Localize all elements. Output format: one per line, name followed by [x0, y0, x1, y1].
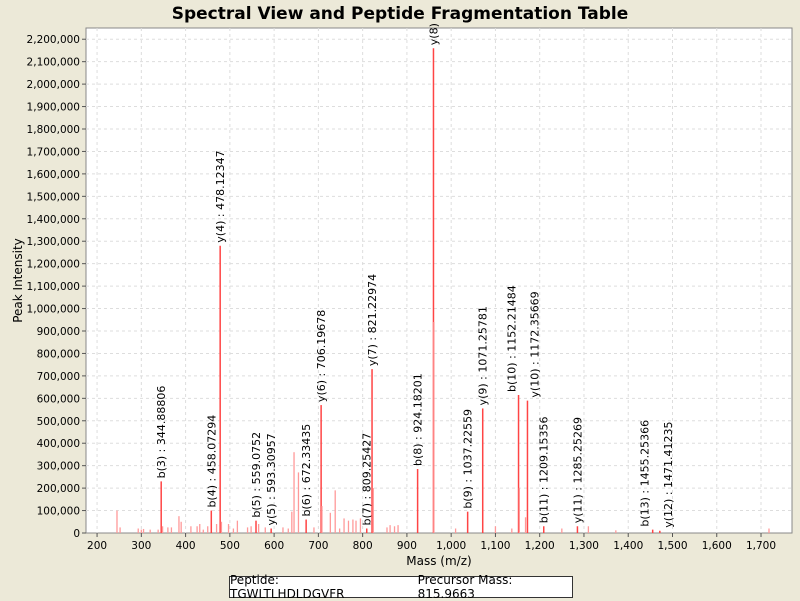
x-tick-label: 1,200	[525, 540, 555, 552]
y-tick-label: 800,000	[37, 348, 80, 360]
peak-label: b(4) : 458.07294	[205, 415, 218, 508]
x-tick-label: 1,500	[657, 540, 687, 552]
y-tick-label: 1,000,000	[27, 304, 80, 316]
y-tick-label: 1,300,000	[27, 236, 80, 248]
peak-label: b(13) : 1455.25366	[639, 420, 652, 527]
y-tick-label: 900,000	[37, 326, 80, 338]
x-tick-label: 900	[397, 540, 417, 552]
peak-label: b(3) : 344.88806	[155, 386, 168, 479]
y-tick-label: 600,000	[37, 393, 80, 405]
x-tick-label: 700	[308, 540, 328, 552]
x-tick-label: 200	[87, 540, 107, 552]
peak-label: b(9) : 1037.22559	[462, 409, 475, 509]
x-tick-label: 600	[264, 540, 284, 552]
y-tick-label: 700,000	[37, 371, 80, 383]
peak-label: b(10) : 1152.21484	[506, 285, 519, 392]
peak-label: b(5) : 559.0752	[250, 432, 263, 518]
y-tick-label: 0	[73, 528, 80, 540]
y-axis-label: Peak Intensity	[11, 238, 25, 323]
x-tick-label: 500	[220, 540, 240, 552]
x-tick-label: 800	[353, 540, 373, 552]
y-tick-label: 2,100,000	[27, 57, 80, 69]
peak-label: b(8) : 924.18201	[412, 373, 425, 466]
x-tick-label: 1,600	[702, 540, 732, 552]
y-tick-label: 2,000,000	[27, 79, 80, 91]
y-tick-label: 1,200,000	[27, 259, 80, 271]
y-tick-label: 1,900,000	[27, 102, 80, 114]
x-tick-label: 400	[176, 540, 196, 552]
y-tick-label: 100,000	[37, 506, 80, 518]
x-tick-label: 1,300	[569, 540, 599, 552]
x-tick-label: 1,400	[613, 540, 643, 552]
peak-label: y(12) : 1471.41235	[662, 421, 675, 527]
peak-label: b(7) : 809.25427	[361, 433, 374, 526]
peptide-label: Peptide: TGWLTLHDLDGVFR	[230, 573, 345, 601]
y-tick-label: 1,800,000	[27, 124, 80, 136]
peak-label: y(9) : 1071.25781	[477, 306, 490, 405]
peak-label: y(6) : 706.19678	[315, 310, 328, 402]
x-tick-label: 300	[131, 540, 151, 552]
peak-label: y(5) : 593.30957	[265, 433, 278, 525]
y-tick-label: 1,400,000	[27, 214, 80, 226]
legend-box: Peptide: TGWLTLHDLDGVFR Precursor Mass: …	[229, 573, 573, 601]
y-tick-label: 1,500,000	[27, 191, 80, 203]
peak-label: y(8)	[427, 23, 440, 45]
y-tick-label: 2,200,000	[27, 34, 80, 46]
x-axis-label: Mass (m/z)	[406, 554, 471, 568]
y-tick-label: 500,000	[37, 416, 80, 428]
peak-label: y(4) : 478.12347	[214, 150, 227, 242]
peak-label: b(6) : 672.33435	[300, 424, 313, 517]
x-tick-label: 1,100	[480, 540, 510, 552]
x-tick-label: 1,700	[746, 540, 776, 552]
x-tick-label: 1,000	[436, 540, 466, 552]
y-tick-label: 1,100,000	[27, 281, 80, 293]
y-tick-label: 400,000	[37, 438, 80, 450]
peak-label: y(11) : 1285.25269	[571, 417, 584, 523]
chart-title: Spectral View and Peptide Fragmentation …	[171, 4, 629, 24]
y-tick-label: 300,000	[37, 461, 80, 473]
peak-label: b(11) : 1209.15356	[538, 417, 551, 524]
precursor-mass-label: Precursor Mass: 815.9663	[417, 573, 513, 601]
y-tick-label: 200,000	[37, 483, 80, 495]
peak-label: y(7) : 821.22974	[366, 274, 379, 366]
y-tick-label: 1,600,000	[27, 169, 80, 181]
y-tick-label: 1,700,000	[27, 146, 80, 158]
plot-area	[85, 27, 793, 534]
peak-label: y(10) : 1172.35669	[528, 291, 541, 397]
